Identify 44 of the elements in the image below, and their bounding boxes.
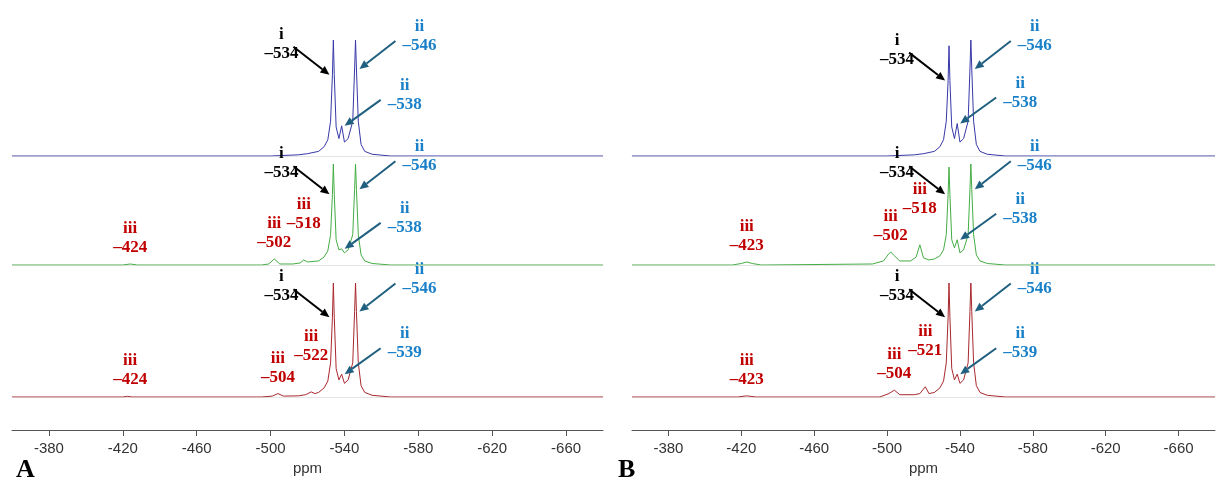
annotation: i –534 bbox=[880, 29, 915, 68]
x-tick-label: -540 bbox=[944, 439, 975, 456]
annotation: ii –546 bbox=[402, 136, 437, 175]
annotation: ii –546 bbox=[1017, 136, 1052, 175]
annotation: ii –546 bbox=[402, 258, 437, 297]
annotation: ii –538 bbox=[1003, 188, 1038, 227]
annotation: ii –538 bbox=[1003, 72, 1038, 111]
annotation: i –534 bbox=[264, 23, 299, 62]
x-tick-label: -620 bbox=[1090, 439, 1121, 456]
x-tick-label: -660 bbox=[551, 439, 582, 456]
annotation: ii –546 bbox=[1017, 16, 1052, 54]
x-axis-title: ppm bbox=[908, 459, 939, 476]
annotation: iii –522 bbox=[294, 325, 329, 364]
x-tick-label: -580 bbox=[403, 439, 434, 456]
annotation: ii –538 bbox=[387, 74, 422, 113]
annotation: i –534 bbox=[264, 143, 299, 182]
x-tick-label: -420 bbox=[726, 439, 757, 456]
x-tick-label: -580 bbox=[1017, 439, 1048, 456]
annotation: iii –423 bbox=[729, 215, 764, 254]
x-tick-label: -380 bbox=[653, 439, 684, 456]
x-tick-label: -460 bbox=[181, 439, 212, 456]
annotation: iii –423 bbox=[729, 349, 764, 388]
annotation: iii –504 bbox=[260, 347, 295, 386]
annotation: ii –538 bbox=[387, 197, 422, 236]
x-tick-label: -660 bbox=[1163, 439, 1194, 456]
x-tick-label: -620 bbox=[477, 439, 508, 456]
annotation: ii –546 bbox=[402, 16, 437, 54]
annotation: ii –539 bbox=[1003, 323, 1038, 362]
annotation: ii –539 bbox=[387, 323, 422, 362]
x-tick-label: -380 bbox=[33, 439, 64, 456]
x-tick-label: -540 bbox=[329, 439, 360, 456]
x-tick-label: -420 bbox=[107, 439, 138, 456]
annotation: ii –546 bbox=[1017, 258, 1052, 297]
annotation: iii –424 bbox=[113, 217, 148, 256]
x-axis-title: ppm bbox=[292, 459, 323, 476]
annotation: iii –518 bbox=[286, 193, 321, 232]
text: A bbox=[16, 454, 35, 484]
annotation: i –534 bbox=[264, 266, 299, 305]
x-tick-label: -460 bbox=[799, 439, 830, 456]
x-tick-label: -500 bbox=[255, 439, 286, 456]
annotation: i –534 bbox=[880, 266, 915, 305]
annotation: iii –424 bbox=[113, 350, 148, 389]
x-tick-label: -500 bbox=[872, 439, 903, 456]
text: B bbox=[618, 454, 636, 484]
